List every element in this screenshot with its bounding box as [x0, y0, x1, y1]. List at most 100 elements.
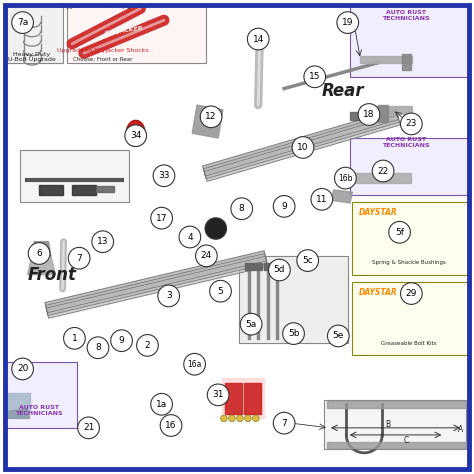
Polygon shape — [264, 263, 272, 270]
FancyBboxPatch shape — [4, 4, 63, 63]
Circle shape — [269, 259, 290, 281]
Circle shape — [207, 384, 229, 406]
Text: 15: 15 — [309, 72, 320, 81]
Text: 10: 10 — [297, 143, 309, 152]
Polygon shape — [7, 409, 30, 419]
Polygon shape — [225, 383, 242, 414]
Text: Skyjacker Shock Upgrade: Skyjacker Shock Upgrade — [58, 3, 147, 9]
Circle shape — [160, 415, 182, 437]
Polygon shape — [72, 185, 96, 195]
Polygon shape — [360, 106, 412, 114]
FancyBboxPatch shape — [4, 362, 77, 428]
Text: 18: 18 — [363, 110, 374, 119]
Text: 34: 34 — [130, 131, 141, 140]
Circle shape — [196, 245, 217, 267]
FancyBboxPatch shape — [353, 201, 468, 275]
Text: DAYSTAR: DAYSTAR — [359, 208, 398, 217]
FancyBboxPatch shape — [350, 138, 468, 195]
Polygon shape — [255, 263, 262, 270]
Text: Rear: Rear — [322, 82, 365, 100]
Circle shape — [389, 221, 410, 243]
Text: Heavy Duty
U-Bolt Upgrade: Heavy Duty U-Bolt Upgrade — [8, 52, 56, 63]
Text: 19: 19 — [342, 18, 354, 27]
Text: 20: 20 — [17, 365, 28, 374]
Text: 22: 22 — [377, 166, 389, 175]
Text: 5b: 5b — [288, 329, 299, 338]
Polygon shape — [378, 105, 388, 121]
Text: 14: 14 — [253, 35, 264, 44]
Text: 8: 8 — [239, 204, 245, 213]
Text: 17: 17 — [156, 214, 167, 223]
Circle shape — [12, 358, 34, 380]
Circle shape — [328, 325, 349, 347]
Polygon shape — [46, 256, 268, 318]
Circle shape — [68, 247, 90, 269]
Polygon shape — [222, 378, 264, 419]
Text: 12: 12 — [205, 112, 217, 121]
Circle shape — [335, 167, 356, 189]
Polygon shape — [46, 254, 267, 316]
Polygon shape — [45, 251, 266, 313]
Circle shape — [273, 412, 295, 434]
Text: 5: 5 — [218, 287, 223, 296]
Text: AUTO RUST
TECHNICIANS: AUTO RUST TECHNICIANS — [382, 10, 429, 21]
Text: 7: 7 — [76, 254, 82, 263]
Polygon shape — [327, 441, 465, 448]
FancyBboxPatch shape — [20, 150, 128, 201]
Text: 5a: 5a — [246, 319, 257, 328]
Polygon shape — [331, 190, 353, 203]
Text: 33: 33 — [158, 171, 170, 180]
Polygon shape — [273, 263, 281, 270]
FancyBboxPatch shape — [67, 4, 206, 63]
Circle shape — [245, 415, 251, 422]
FancyBboxPatch shape — [324, 400, 465, 449]
Circle shape — [237, 415, 243, 422]
Text: B: B — [385, 419, 391, 428]
Polygon shape — [402, 54, 411, 70]
Text: 16a: 16a — [187, 360, 202, 369]
Text: 5e: 5e — [333, 331, 344, 340]
Polygon shape — [39, 185, 63, 195]
Text: 16b: 16b — [338, 173, 353, 182]
Circle shape — [401, 283, 422, 304]
Circle shape — [337, 12, 358, 34]
Circle shape — [297, 250, 319, 272]
Text: SKYJACKER: SKYJACKER — [104, 26, 144, 36]
Ellipse shape — [131, 126, 140, 140]
Circle shape — [253, 415, 259, 422]
Text: 23: 23 — [406, 119, 417, 128]
Circle shape — [372, 160, 394, 182]
Polygon shape — [327, 401, 465, 408]
Circle shape — [179, 226, 201, 248]
Text: 1a: 1a — [156, 400, 167, 409]
Text: 2: 2 — [145, 341, 150, 350]
Circle shape — [87, 337, 109, 358]
Text: 16: 16 — [165, 421, 177, 430]
Circle shape — [401, 113, 422, 135]
Text: 21: 21 — [83, 423, 94, 432]
Circle shape — [64, 328, 85, 349]
Text: 11: 11 — [316, 195, 328, 204]
Circle shape — [231, 198, 253, 219]
Circle shape — [210, 280, 231, 302]
Circle shape — [283, 323, 304, 345]
Polygon shape — [245, 263, 253, 270]
Text: Greaseable Bolt Kits: Greaseable Bolt Kits — [381, 340, 437, 346]
Text: 24: 24 — [201, 251, 212, 260]
Circle shape — [137, 335, 158, 356]
Text: 7a: 7a — [17, 18, 28, 27]
Text: Front: Front — [27, 266, 76, 284]
Circle shape — [184, 354, 205, 375]
Circle shape — [273, 196, 295, 217]
Polygon shape — [192, 105, 223, 138]
Text: AUTO RUST
TECHNICIANS: AUTO RUST TECHNICIANS — [15, 405, 63, 416]
Circle shape — [151, 207, 173, 229]
Polygon shape — [355, 173, 411, 183]
Text: 9: 9 — [281, 202, 287, 211]
Text: 6: 6 — [36, 249, 42, 258]
Text: 5f: 5f — [395, 228, 404, 237]
Polygon shape — [7, 392, 30, 411]
Polygon shape — [244, 383, 261, 414]
Polygon shape — [350, 112, 378, 120]
Polygon shape — [27, 256, 55, 275]
